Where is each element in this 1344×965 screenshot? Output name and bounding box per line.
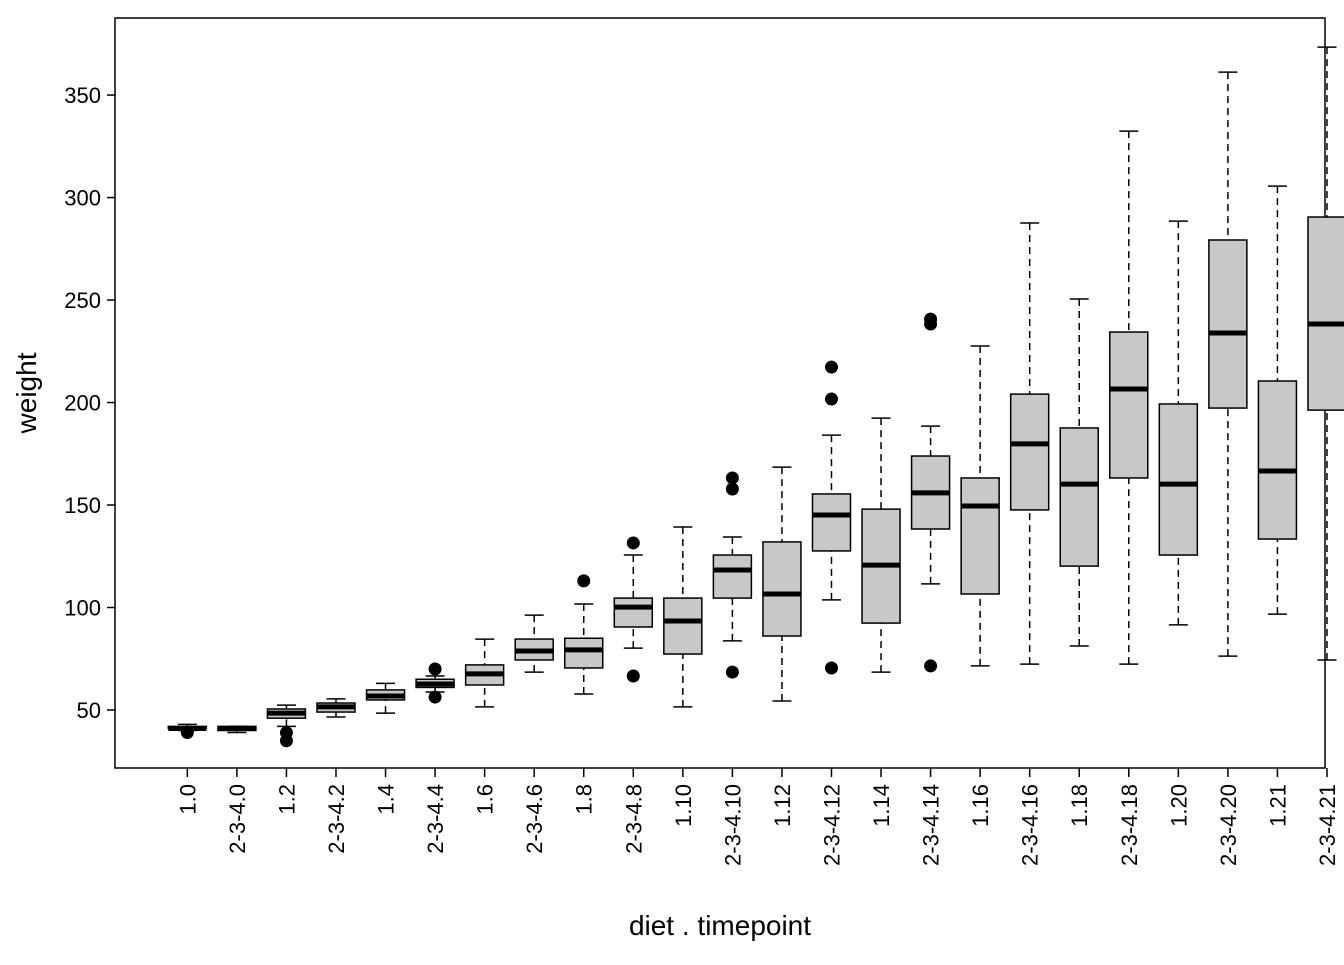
- x-tick-label: 1.6: [473, 784, 498, 815]
- box: [613, 597, 654, 628]
- outlier: [626, 536, 640, 550]
- y-tick-label: 150: [64, 493, 101, 518]
- box: [712, 554, 753, 599]
- box: [762, 541, 802, 637]
- y-axis-label: weight: [11, 352, 42, 434]
- x-tick-label: 2-3-4.2: [324, 784, 349, 854]
- outlier: [824, 661, 838, 675]
- x-tick-label: 2-3-4.8: [621, 784, 646, 854]
- x-tick-label: 2-3-4.12: [819, 784, 844, 866]
- outlier: [824, 360, 838, 374]
- x-tick-label: 2-3-4.10: [720, 784, 745, 866]
- box: [960, 477, 1000, 595]
- x-tick-label: 1.0: [175, 784, 200, 815]
- x-tick-label: 1.18: [1067, 784, 1092, 827]
- x-tick-label: 1.8: [572, 784, 597, 815]
- x-tick-label: 1.14: [869, 784, 894, 827]
- outlier: [725, 482, 739, 496]
- x-tick-label: 2-3-4.20: [1216, 784, 1241, 866]
- x-tick-label: 1.2: [274, 784, 299, 815]
- box: [563, 637, 604, 669]
- x-tick-label: 1.12: [770, 784, 795, 827]
- outlier: [428, 662, 442, 676]
- x-tick-label: 1.4: [374, 784, 399, 815]
- outlier: [924, 317, 938, 331]
- x-tick-label: 1.20: [1166, 784, 1191, 827]
- x-tick-label: 2-3-4.16: [1018, 784, 1043, 866]
- box: [811, 493, 852, 552]
- y-tick-label: 50: [77, 698, 101, 723]
- x-tick-label: 2-3-4.6: [522, 784, 547, 854]
- x-tick-label: 1.21: [1265, 784, 1290, 827]
- outlier: [577, 574, 591, 588]
- x-tick-label: 1.10: [671, 784, 696, 827]
- y-tick-label: 250: [64, 288, 101, 313]
- x-tick-label: 2-3-4.4: [423, 784, 448, 854]
- box: [1009, 393, 1050, 511]
- outlier: [924, 659, 938, 673]
- x-tick-label: 1.16: [968, 784, 993, 827]
- x-tick-label: 2-3-4.21: [1315, 784, 1340, 866]
- outlier: [824, 392, 838, 406]
- box: [1158, 403, 1199, 556]
- outlier: [180, 726, 194, 740]
- x-tick-label: 2-3-4.18: [1117, 784, 1142, 866]
- x-axis-label: diet . timepoint: [629, 910, 811, 941]
- outlier: [279, 734, 293, 748]
- box: [1109, 331, 1149, 479]
- y-tick-label: 350: [64, 83, 101, 108]
- x-tick-label: 2-3-4.0: [225, 784, 250, 854]
- box: [1059, 427, 1099, 567]
- box: [1208, 239, 1248, 409]
- outlier: [428, 690, 442, 704]
- box: [663, 597, 703, 655]
- y-tick-label: 200: [64, 391, 101, 416]
- x-tick-label: 2-3-4.14: [919, 784, 944, 866]
- outlier: [626, 669, 640, 683]
- y-tick-label: 300: [64, 186, 101, 211]
- box: [1307, 216, 1344, 411]
- outlier: [725, 471, 739, 485]
- outlier: [725, 665, 739, 679]
- y-tick-label: 100: [64, 596, 101, 621]
- box: [1257, 380, 1298, 540]
